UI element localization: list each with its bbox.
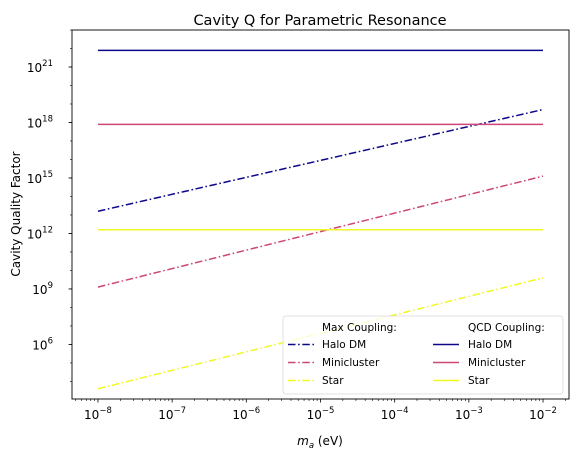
- legend-label: Halo DM: [468, 339, 512, 351]
- legend-box: [282, 315, 564, 395]
- y-tick-label: 1015: [27, 170, 53, 186]
- y-axis-ticks: 106 109 1012 1015 1018 1021: [27, 29, 72, 382]
- legend-label: Minicluster: [322, 357, 380, 369]
- x-tick-label: 10−7: [158, 406, 186, 422]
- y-axis-label: Cavity Quality Factor: [9, 151, 23, 276]
- legend-label: Star: [322, 375, 344, 387]
- y-tick-label: 109: [32, 281, 53, 297]
- x-tick-label: 10−2: [529, 406, 557, 422]
- x-tick-label: 10−3: [455, 406, 483, 422]
- x-axis-label-main: m: [297, 434, 309, 448]
- x-tick-label: 10−8: [84, 406, 112, 422]
- legend-entries: Halo DM Minicluster Star Halo DM Minicluster…: [288, 339, 526, 387]
- legend-header-qcd: QCD Coupling:: [468, 322, 545, 334]
- x-axis-label-unit: (eV): [314, 434, 343, 448]
- x-tick-label: 10−4: [381, 406, 409, 422]
- y-tick-label: 1012: [27, 225, 53, 241]
- x-tick-label: 10−6: [232, 406, 260, 422]
- y-tick-label: 1018: [27, 114, 53, 130]
- x-axis-ticks: 10−8 10−7 10−6 10−5 10−4 10−3 10−2: [75, 399, 566, 422]
- plot-area: 10−8 10−7 10−6 10−5 10−4 10−3 10−2 10610910121…: [27, 29, 570, 422]
- series-line-max-coupling-halo-dm: [97, 108, 544, 212]
- legend-label: Halo DM: [322, 339, 366, 351]
- legend: Max Coupling: QCD Coupling: Halo DM Minic…: [282, 315, 564, 395]
- series-line-max-coupling-minicluster: [97, 175, 544, 288]
- x-axis-label: ma (eV): [297, 434, 343, 451]
- legend-header-max: Max Coupling:: [322, 322, 397, 334]
- y-tick-label: 106: [32, 336, 53, 352]
- chart-title: Cavity Q for Parametric Resonance: [193, 13, 446, 29]
- legend-label: Minicluster: [468, 357, 526, 369]
- y-tick-label: 1021: [27, 59, 53, 75]
- legend-label: Star: [468, 375, 490, 387]
- x-axis-label-sub: a: [309, 441, 314, 451]
- x-tick-label: 10−5: [307, 406, 335, 422]
